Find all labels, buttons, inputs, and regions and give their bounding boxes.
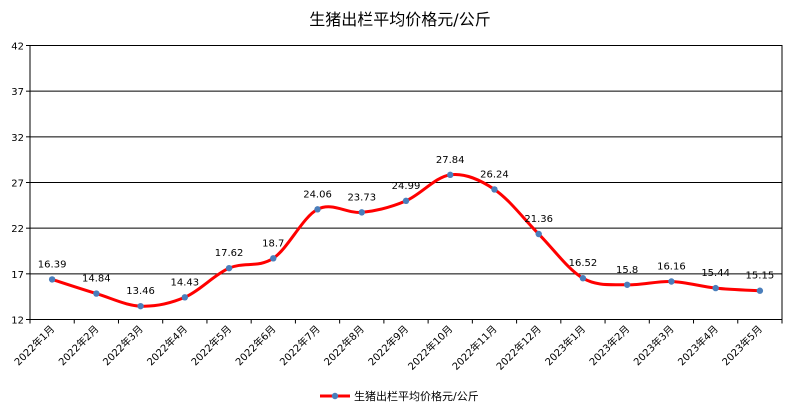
data-point: [181, 294, 189, 301]
legend: 生猪出栏平均价格元/公斤: [320, 389, 479, 403]
data-point: [314, 206, 321, 213]
data-point: [270, 255, 277, 262]
y-axis: 12 17 22 27 32 37 42: [11, 42, 30, 327]
x-tick-label: 2022年7月: [277, 322, 323, 368]
data-label: 21.36: [524, 214, 553, 225]
data-point: [756, 287, 764, 294]
data-point: [623, 281, 631, 288]
data-label: 23.73: [347, 192, 376, 203]
data-point: [491, 186, 498, 193]
data-label: 14.43: [171, 277, 200, 288]
data-label: 24.99: [392, 181, 421, 192]
x-tick-label: 2022年11月: [449, 322, 499, 372]
y-tick-label: 37: [11, 87, 24, 98]
gridlines: [30, 45, 782, 320]
data-label: 16.39: [38, 259, 67, 270]
data-point: [579, 275, 587, 282]
data-label: 13.46: [126, 286, 155, 297]
legend-label: 生猪出栏平均价格元/公斤: [354, 389, 479, 403]
x-tick-label: 2022年3月: [100, 322, 146, 368]
data-label: 26.24: [480, 169, 509, 180]
data-point: [535, 230, 542, 238]
y-tick-label: 27: [11, 179, 24, 190]
data-point: [137, 302, 144, 310]
data-label: 17.62: [215, 248, 244, 259]
x-tick-label: 2023年4月: [675, 322, 721, 368]
x-tick-label: 2023年5月: [719, 322, 765, 368]
x-tick-label: 2022年6月: [233, 322, 279, 368]
y-tick-label: 12: [11, 316, 24, 327]
data-label: 16.52: [569, 258, 598, 269]
data-point: [712, 284, 719, 292]
data-labels: 16.39 14.84 13.46 14.43 17.62 18.7 24.06 23.73 2…: [38, 155, 774, 297]
series-price: [48, 171, 764, 310]
y-tick-label: 17: [11, 270, 24, 281]
legend-marker: [331, 392, 339, 400]
data-point: [48, 276, 56, 283]
x-tick-label: 2022年10月: [405, 322, 455, 372]
x-tick-label: 2022年12月: [493, 322, 543, 372]
x-tick-label: 2023年3月: [631, 322, 677, 368]
data-label: 24.06: [303, 189, 332, 200]
data-label: 15.8: [616, 265, 638, 276]
data-point: [225, 264, 233, 272]
y-tick-label: 22: [11, 224, 24, 235]
x-tick-label: 2022年2月: [56, 322, 102, 368]
data-point: [402, 197, 410, 205]
x-tick-label: 2022年4月: [144, 322, 190, 368]
x-tick-label: 2022年8月: [321, 322, 367, 368]
x-tick-label: 2022年5月: [188, 322, 234, 368]
y-tick-label: 32: [11, 133, 24, 144]
data-label: 27.84: [436, 155, 465, 166]
x-tick-label: 2023年2月: [586, 322, 632, 368]
data-label: 14.84: [82, 274, 111, 285]
x-axis: 2022年1月 2022年2月 2022年3月 2022年4月 2022年5月 2022年…: [11, 319, 783, 373]
x-tick-label: 2022年9月: [365, 322, 411, 368]
data-label: 16.16: [657, 262, 686, 273]
data-label: 15.44: [701, 268, 730, 279]
data-point: [93, 290, 100, 297]
x-tick-label: 2022年1月: [11, 322, 57, 368]
data-point: [358, 209, 365, 216]
y-tick-label: 42: [11, 42, 24, 53]
data-point: [447, 171, 454, 179]
x-tick-label: 2023年1月: [542, 322, 588, 368]
data-point: [668, 278, 675, 285]
data-label: 18.7: [262, 238, 284, 249]
data-label: 15.15: [746, 271, 775, 282]
chart-title: 生猪出栏平均价格元/公斤: [309, 10, 490, 29]
